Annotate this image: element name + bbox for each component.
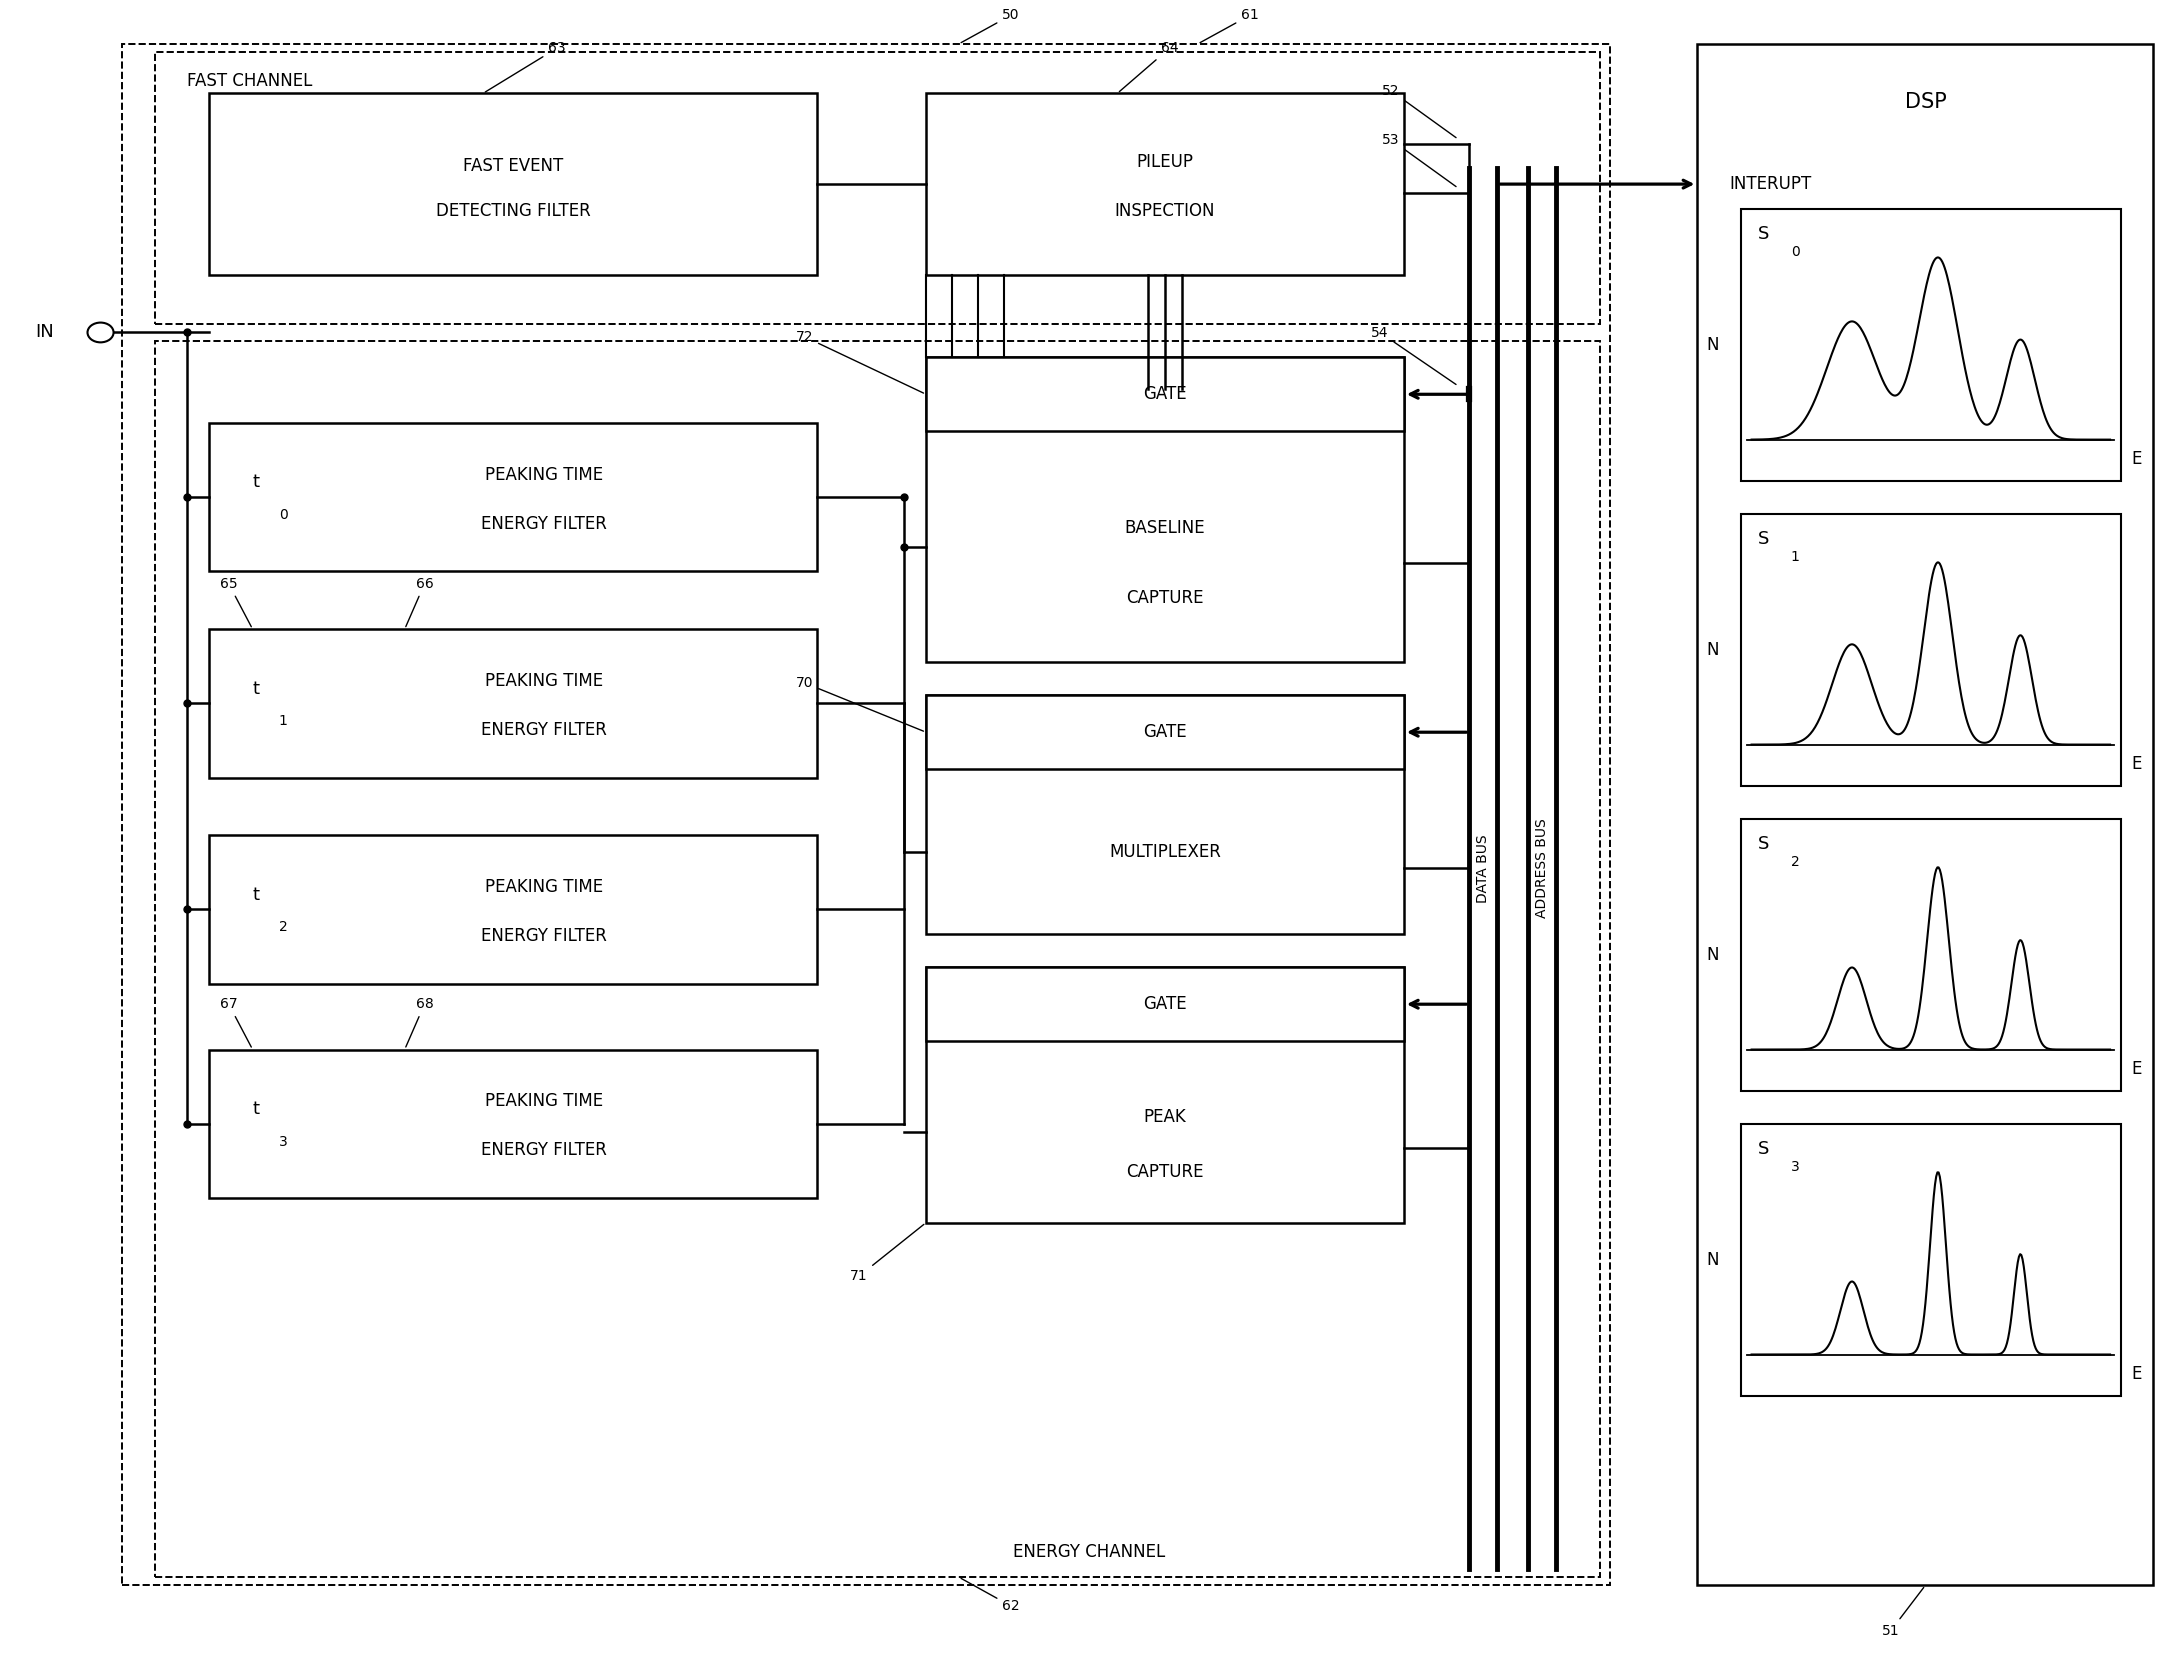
Text: 70: 70 [795, 676, 923, 731]
Text: N: N [1708, 336, 1718, 354]
Bar [926, 968, 1405, 1042]
Text: DSP: DSP [1904, 91, 1947, 112]
Text: IN: IN [35, 324, 54, 341]
Text: 65: 65 [220, 577, 250, 627]
Text: 52: 52 [1383, 84, 1457, 137]
Text: BASELINE: BASELINE [1124, 519, 1204, 538]
Text: N: N [1708, 1250, 1718, 1269]
Text: INTERUPT: INTERUPT [1729, 175, 1812, 194]
Text: ADDRESS BUS: ADDRESS BUS [1535, 819, 1549, 918]
Text: ENERGY FILTER: ENERGY FILTER [481, 514, 608, 533]
Text: 63: 63 [486, 41, 566, 93]
Bar [1740, 819, 2121, 1090]
Text: FAST EVENT: FAST EVENT [464, 157, 564, 175]
Text: t: t [253, 473, 259, 491]
Bar [1697, 45, 2154, 1585]
Text: ENERGY FILTER: ENERGY FILTER [481, 928, 608, 944]
Text: PEAKING TIME: PEAKING TIME [486, 1092, 603, 1110]
Text: 67: 67 [220, 997, 250, 1047]
Text: S: S [1758, 531, 1769, 547]
Bar [926, 93, 1405, 275]
Text: GATE: GATE [1143, 723, 1187, 741]
Text: PEAKING TIME: PEAKING TIME [486, 878, 603, 896]
Text: 64: 64 [1119, 41, 1178, 91]
Text: PILEUP: PILEUP [1137, 154, 1194, 172]
Text: 62: 62 [960, 1578, 1019, 1613]
Bar [209, 629, 817, 777]
Text: 54: 54 [1372, 326, 1457, 384]
Text: N: N [1708, 946, 1718, 964]
Text: 66: 66 [405, 577, 433, 627]
Bar [122, 45, 1610, 1585]
Text: DATA BUS: DATA BUS [1477, 834, 1490, 903]
Text: ENERGY CHANNEL: ENERGY CHANNEL [1013, 1543, 1165, 1561]
Text: 1: 1 [1790, 551, 1799, 564]
Text: 2: 2 [1790, 855, 1799, 868]
Bar [209, 93, 817, 275]
Text: 61: 61 [1200, 8, 1259, 43]
Text: t: t [253, 1100, 259, 1118]
Text: CAPTURE: CAPTURE [1126, 589, 1204, 607]
Bar [926, 695, 1405, 769]
Text: PEAKING TIME: PEAKING TIME [486, 466, 603, 485]
Bar [155, 341, 1599, 1576]
Text: ENERGY FILTER: ENERGY FILTER [481, 1141, 608, 1159]
Text: 3: 3 [279, 1135, 287, 1148]
Text: 68: 68 [405, 997, 433, 1047]
Text: 3: 3 [1790, 1159, 1799, 1174]
Text: S: S [1758, 835, 1769, 853]
Text: 1: 1 [279, 715, 287, 728]
Text: PEAK: PEAK [1143, 1108, 1187, 1126]
Text: 0: 0 [1790, 245, 1799, 260]
Text: ENERGY FILTER: ENERGY FILTER [481, 721, 608, 739]
Bar [1740, 208, 2121, 481]
Text: GATE: GATE [1143, 385, 1187, 404]
Bar [209, 835, 817, 984]
Text: GATE: GATE [1143, 996, 1187, 1014]
Text: MULTIPLEXER: MULTIPLEXER [1109, 844, 1222, 860]
Text: t: t [253, 680, 259, 698]
Text: E: E [2132, 754, 2143, 772]
Bar [155, 53, 1599, 324]
Bar [1740, 1123, 2121, 1396]
Text: N: N [1708, 640, 1718, 658]
Text: S: S [1758, 1140, 1769, 1158]
Bar [209, 423, 817, 572]
Bar [1740, 514, 2121, 786]
Bar [209, 1050, 817, 1197]
Text: 72: 72 [795, 329, 923, 394]
Text: 0: 0 [279, 508, 287, 523]
Bar [926, 357, 1405, 432]
Text: INSPECTION: INSPECTION [1115, 202, 1215, 220]
Text: 50: 50 [960, 8, 1019, 43]
Text: FAST CHANNEL: FAST CHANNEL [187, 73, 314, 89]
Bar [926, 968, 1405, 1222]
Text: DETECTING FILTER: DETECTING FILTER [436, 202, 590, 220]
Text: t: t [253, 885, 259, 903]
Text: 71: 71 [849, 1224, 923, 1284]
Text: E: E [2132, 1060, 2143, 1077]
Text: S: S [1758, 225, 1769, 243]
Text: E: E [2132, 450, 2143, 468]
Text: 53: 53 [1383, 132, 1457, 187]
Text: E: E [2132, 1365, 2143, 1383]
Text: 51: 51 [1882, 1588, 1923, 1637]
Bar [926, 357, 1405, 662]
Bar [926, 695, 1405, 935]
Text: 2: 2 [279, 920, 287, 935]
Text: CAPTURE: CAPTURE [1126, 1163, 1204, 1181]
Text: PEAKING TIME: PEAKING TIME [486, 672, 603, 690]
